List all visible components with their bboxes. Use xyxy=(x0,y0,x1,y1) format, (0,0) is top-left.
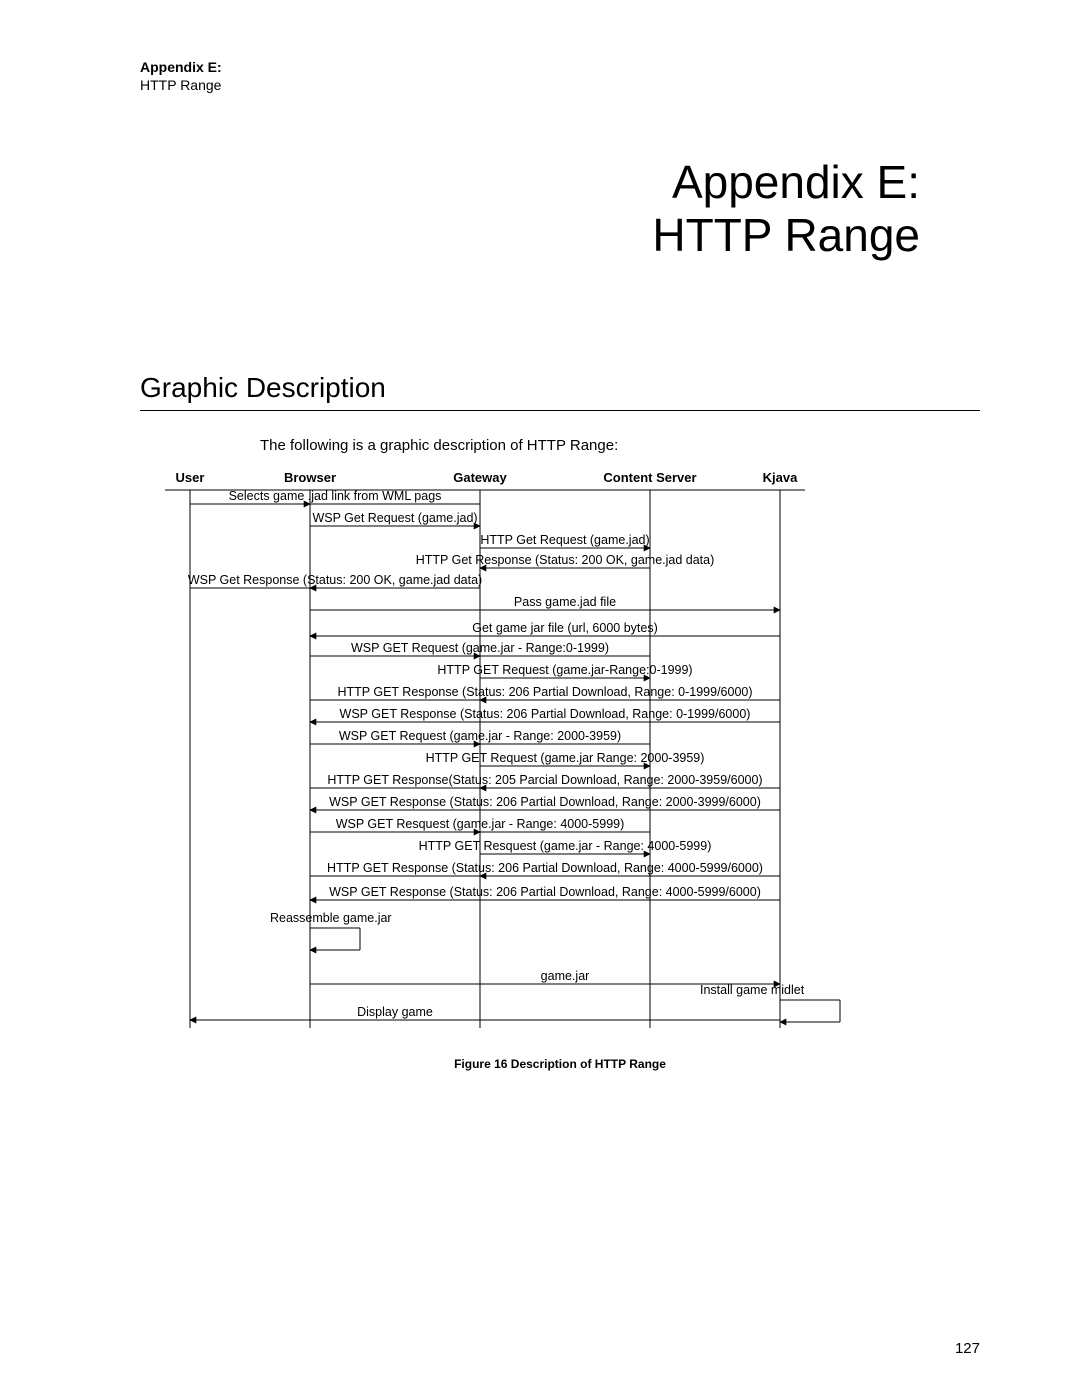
svg-text:HTTP GET Request (game.jar-Ran: HTTP GET Request (game.jar-Range:0-1999) xyxy=(437,663,692,677)
section-heading: Graphic Description xyxy=(140,372,980,411)
svg-text:Browser: Browser xyxy=(284,470,336,485)
page-number: 127 xyxy=(955,1340,980,1357)
svg-text:User: User xyxy=(176,470,205,485)
svg-text:Display game: Display game xyxy=(357,1005,433,1019)
svg-text:HTTP GET Request (game.jar Ran: HTTP GET Request (game.jar Range: 2000-3… xyxy=(426,751,705,765)
svg-text:WSP GET Response (Status: 206: WSP GET Response (Status: 206 Partial Do… xyxy=(340,707,751,721)
svg-text:Reassemble game.jar: Reassemble game.jar xyxy=(270,911,392,925)
title-line-1: Appendix E: xyxy=(140,156,920,209)
header-line-1: Appendix E: xyxy=(140,58,222,76)
figure-caption: Figure 16 Description of HTTP Range xyxy=(140,1057,980,1071)
svg-text:WSP Get Request (game.jad): WSP Get Request (game.jad) xyxy=(312,511,477,525)
svg-text:WSP GET Response (Status: 206: WSP GET Response (Status: 206 Partial Do… xyxy=(329,885,761,899)
svg-text:HTTP GET Response (Status: 206: HTTP GET Response (Status: 206 Partial D… xyxy=(327,861,763,875)
running-header: Appendix E: HTTP Range xyxy=(140,58,222,94)
svg-text:Content Server: Content Server xyxy=(603,470,696,485)
sequence-diagram-svg: User Browser Gateway Content Server Kjava Sel… xyxy=(160,468,980,1038)
svg-text:WSP Get Response (Status: 200: WSP Get Response (Status: 200 OK, game.j… xyxy=(188,573,482,587)
svg-text:Gateway: Gateway xyxy=(453,470,507,485)
svg-text:HTTP GET Resquest (game.jar -: HTTP GET Resquest (game.jar - Range: 400… xyxy=(419,839,712,853)
svg-text:WSP GET Response (Status: 206: WSP GET Response (Status: 206 Partial Do… xyxy=(329,795,761,809)
page-title: Appendix E: HTTP Range xyxy=(140,156,920,262)
intro-text: The following is a graphic description o… xyxy=(260,437,980,454)
svg-text:HTTP Get Request (game.jad): HTTP Get Request (game.jad) xyxy=(480,533,649,547)
header-line-2: HTTP Range xyxy=(140,76,222,94)
sequence-diagram: User Browser Gateway Content Server Kjava Sel… xyxy=(160,468,980,1043)
svg-text:Install game midlet: Install game midlet xyxy=(700,983,805,997)
svg-text:HTTP GET Response (Status: 206: HTTP GET Response (Status: 206 Partial D… xyxy=(337,685,752,699)
svg-text:Get game jar file (url, 6000 b: Get game jar file (url, 6000 bytes) xyxy=(472,621,658,635)
svg-text:WSP GET Resquest (game.jar - R: WSP GET Resquest (game.jar - Range: 4000… xyxy=(336,817,625,831)
svg-text:HTTP Get Response (Status: 200: HTTP Get Response (Status: 200 OK, game.… xyxy=(416,553,715,567)
svg-text:WSP GET Request (game.jar - Ra: WSP GET Request (game.jar - Range:0-1999… xyxy=(351,641,609,655)
svg-text:Pass game.jad file: Pass game.jad file xyxy=(514,595,616,609)
svg-text:HTTP GET Response(Status: 205: HTTP GET Response(Status: 205 Parcial Do… xyxy=(327,773,762,787)
svg-text:WSP GET Request (game.jar - Ra: WSP GET Request (game.jar - Range: 2000-… xyxy=(339,729,621,743)
document-page: Appendix E: HTTP Range Appendix E: HTTP … xyxy=(0,0,1080,1397)
svg-text:Selects game .jad link from WM: Selects game .jad link from WML pags xyxy=(229,489,442,503)
svg-text:Kjava: Kjava xyxy=(763,470,798,485)
title-line-2: HTTP Range xyxy=(140,209,920,262)
svg-text:game.jar: game.jar xyxy=(541,969,590,983)
